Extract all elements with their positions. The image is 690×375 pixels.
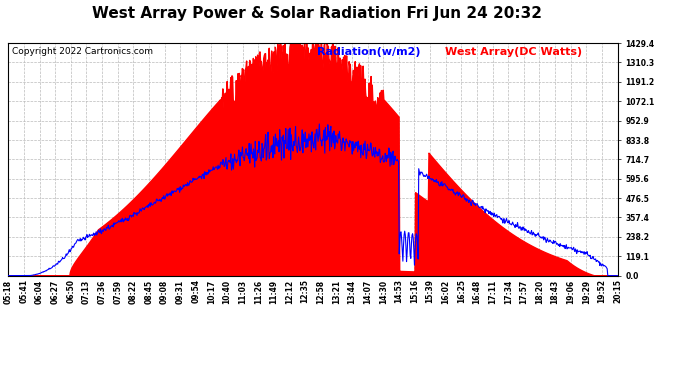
Text: 16:48: 16:48 (473, 279, 482, 304)
Text: 07:13: 07:13 (82, 279, 91, 304)
Text: 05:18: 05:18 (3, 279, 13, 303)
Text: 12:35: 12:35 (301, 279, 310, 303)
Text: 14:30: 14:30 (379, 279, 388, 303)
Text: Copyright 2022 Cartronics.com: Copyright 2022 Cartronics.com (12, 47, 152, 56)
Text: 09:54: 09:54 (191, 279, 200, 303)
Text: 10:40: 10:40 (222, 279, 231, 303)
Text: 19:29: 19:29 (582, 279, 591, 303)
Text: 11:03: 11:03 (238, 279, 247, 303)
Text: 18:20: 18:20 (535, 279, 544, 304)
Text: 08:45: 08:45 (144, 279, 153, 303)
Text: 20:15: 20:15 (613, 279, 622, 303)
Text: 12:58: 12:58 (316, 279, 325, 303)
Text: 06:50: 06:50 (66, 279, 75, 303)
Text: West Array Power & Solar Radiation Fri Jun 24 20:32: West Array Power & Solar Radiation Fri J… (92, 6, 542, 21)
Text: 06:04: 06:04 (35, 279, 44, 303)
Text: 17:11: 17:11 (488, 279, 497, 304)
Text: 11:49: 11:49 (269, 279, 278, 303)
Text: 10:17: 10:17 (207, 279, 216, 304)
Text: 16:25: 16:25 (457, 279, 466, 303)
Text: 09:31: 09:31 (176, 279, 185, 303)
Text: 17:57: 17:57 (520, 279, 529, 304)
Text: 09:08: 09:08 (160, 279, 169, 304)
Text: 14:53: 14:53 (395, 279, 404, 303)
Text: 08:22: 08:22 (129, 279, 138, 304)
Text: 13:21: 13:21 (332, 279, 341, 303)
Text: 07:36: 07:36 (97, 279, 106, 304)
Text: Radiation(w/m2): Radiation(w/m2) (317, 47, 421, 57)
Text: 07:59: 07:59 (113, 279, 122, 303)
Text: 19:52: 19:52 (598, 279, 607, 303)
Text: 12:12: 12:12 (285, 279, 294, 303)
Text: 15:39: 15:39 (426, 279, 435, 303)
Text: 16:02: 16:02 (441, 279, 450, 303)
Text: 17:34: 17:34 (504, 279, 513, 304)
Text: 05:41: 05:41 (19, 279, 28, 303)
Text: 06:27: 06:27 (50, 279, 59, 304)
Text: 11:26: 11:26 (254, 279, 263, 303)
Text: 14:07: 14:07 (363, 279, 372, 304)
Text: 13:44: 13:44 (348, 279, 357, 303)
Text: West Array(DC Watts): West Array(DC Watts) (445, 47, 582, 57)
Text: 18:43: 18:43 (551, 279, 560, 304)
Text: 15:16: 15:16 (410, 279, 419, 303)
Text: 19:06: 19:06 (566, 279, 575, 303)
